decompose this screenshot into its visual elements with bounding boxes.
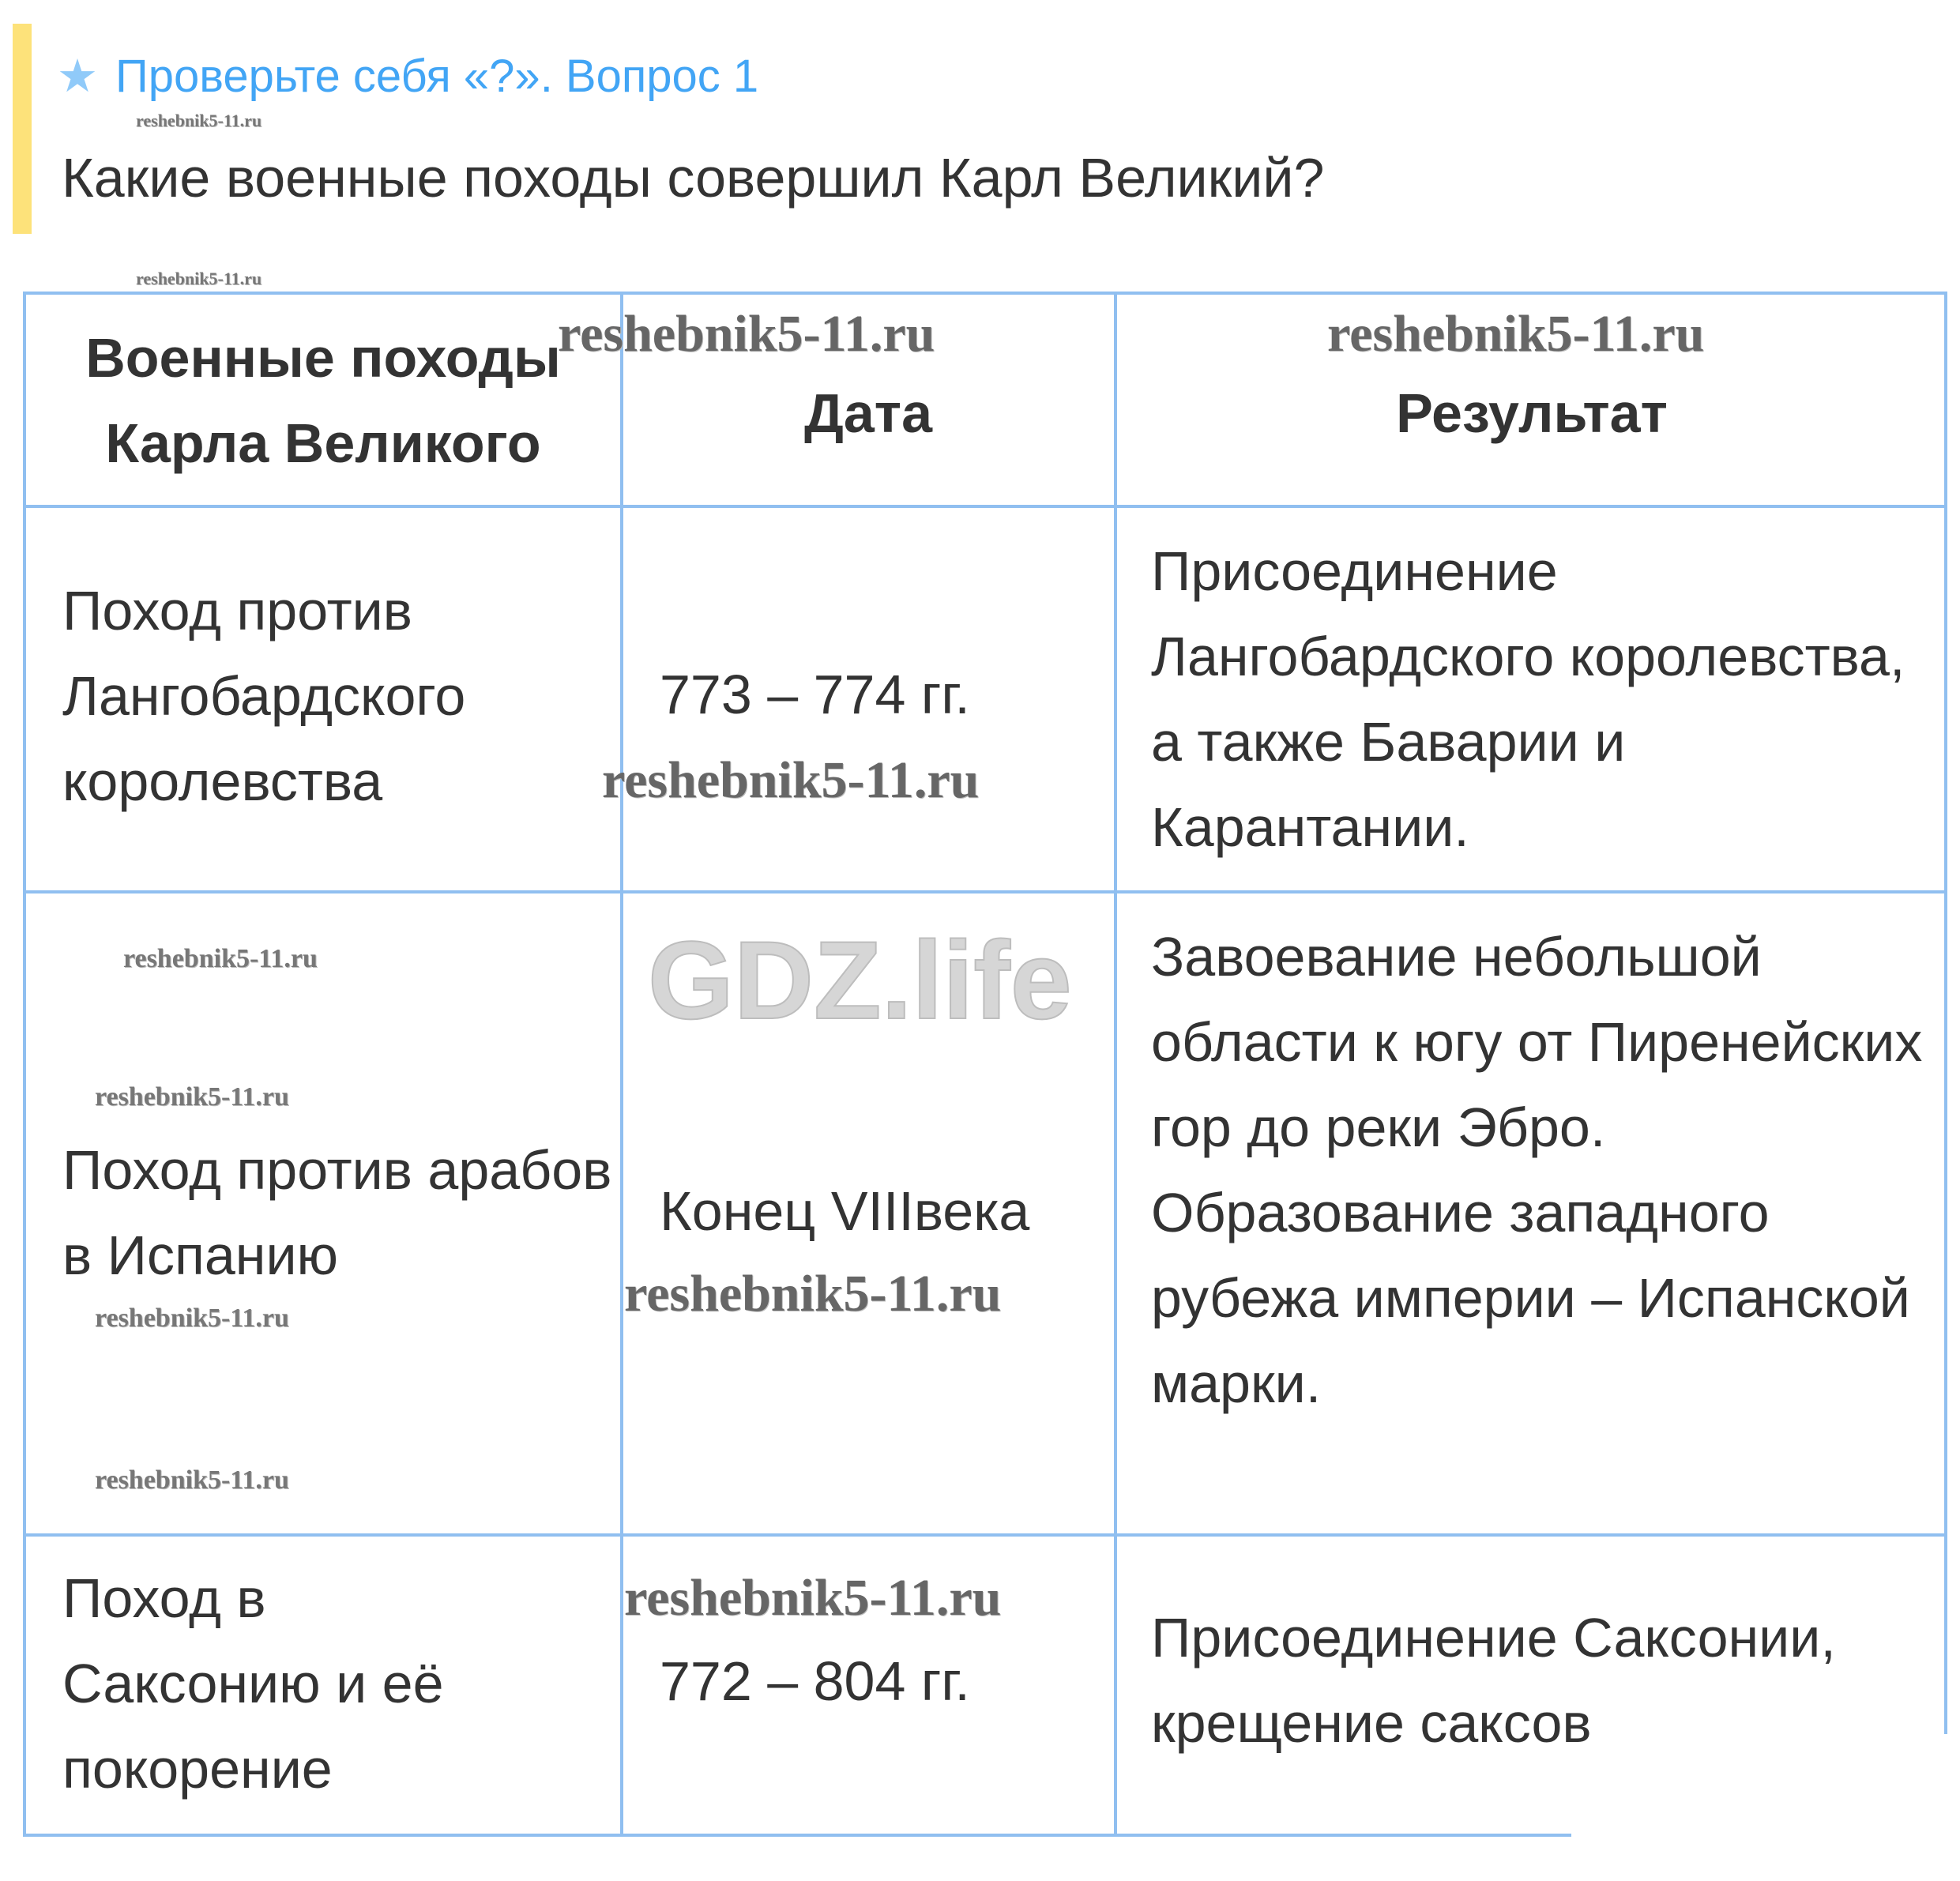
- header-campaign: Военные походы Карла Великого: [85, 327, 561, 474]
- row2-campaign: Поход против арабов в Испанию: [62, 1139, 612, 1286]
- watermark: reshebnik5-11.ru: [95, 1465, 289, 1495]
- watermark: reshebnik5-11.ru: [602, 751, 980, 809]
- row1-result: Присоединение Лангобардского королевства…: [1151, 540, 1905, 858]
- header-result: Результат: [1396, 382, 1668, 444]
- watermark: reshebnik5-11.ru: [136, 111, 262, 130]
- star-icon: ★: [57, 51, 98, 102]
- gdz-watermark-logo: GDZ.life: [647, 917, 1073, 1043]
- cropped-area: [1620, 1734, 1960, 1881]
- accent-bar: [13, 24, 32, 234]
- row2-result: Завоевание небольшой области к югу от Пи…: [1151, 926, 1923, 1414]
- watermark: reshebnik5-11.ru: [624, 1569, 1002, 1627]
- row3-result: Присоединение Саксонии, крещение саксов: [1151, 1607, 1836, 1754]
- watermark: reshebnik5-11.ru: [1327, 305, 1705, 363]
- watermark: reshebnik5-11.ru: [624, 1265, 1002, 1322]
- row3-date: 772 – 804 гг.: [660, 1650, 970, 1712]
- row1-campaign: Поход против Лангобардского королевства: [62, 580, 466, 812]
- section-title: ★ Проверьте себя «?». Вопрос 1: [57, 49, 758, 103]
- watermark: reshebnik5-11.ru: [123, 944, 318, 973]
- header-date: Дата: [803, 382, 932, 444]
- watermark: reshebnik5-11.ru: [558, 305, 935, 363]
- section-title-text: Проверьте себя «?». Вопрос 1: [115, 51, 759, 102]
- watermark: reshebnik5-11.ru: [95, 1082, 289, 1112]
- question-text: Какие военные походы совершил Карл Велик…: [62, 147, 1325, 209]
- watermark: reshebnik5-11.ru: [95, 1304, 289, 1333]
- answer-table: Военные походы Карла Великого Дата Резул…: [23, 292, 1947, 1837]
- row3-campaign: Поход в Саксонию и её покорение: [62, 1567, 444, 1800]
- row2-date: Конец VIIIвека: [660, 1180, 1030, 1242]
- watermark: reshebnik5-11.ru: [136, 269, 262, 288]
- row1-date: 773 – 774 гг.: [660, 664, 970, 725]
